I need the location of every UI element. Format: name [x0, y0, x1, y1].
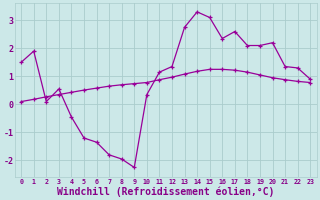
X-axis label: Windchill (Refroidissement éolien,°C): Windchill (Refroidissement éolien,°C) — [57, 186, 274, 197]
